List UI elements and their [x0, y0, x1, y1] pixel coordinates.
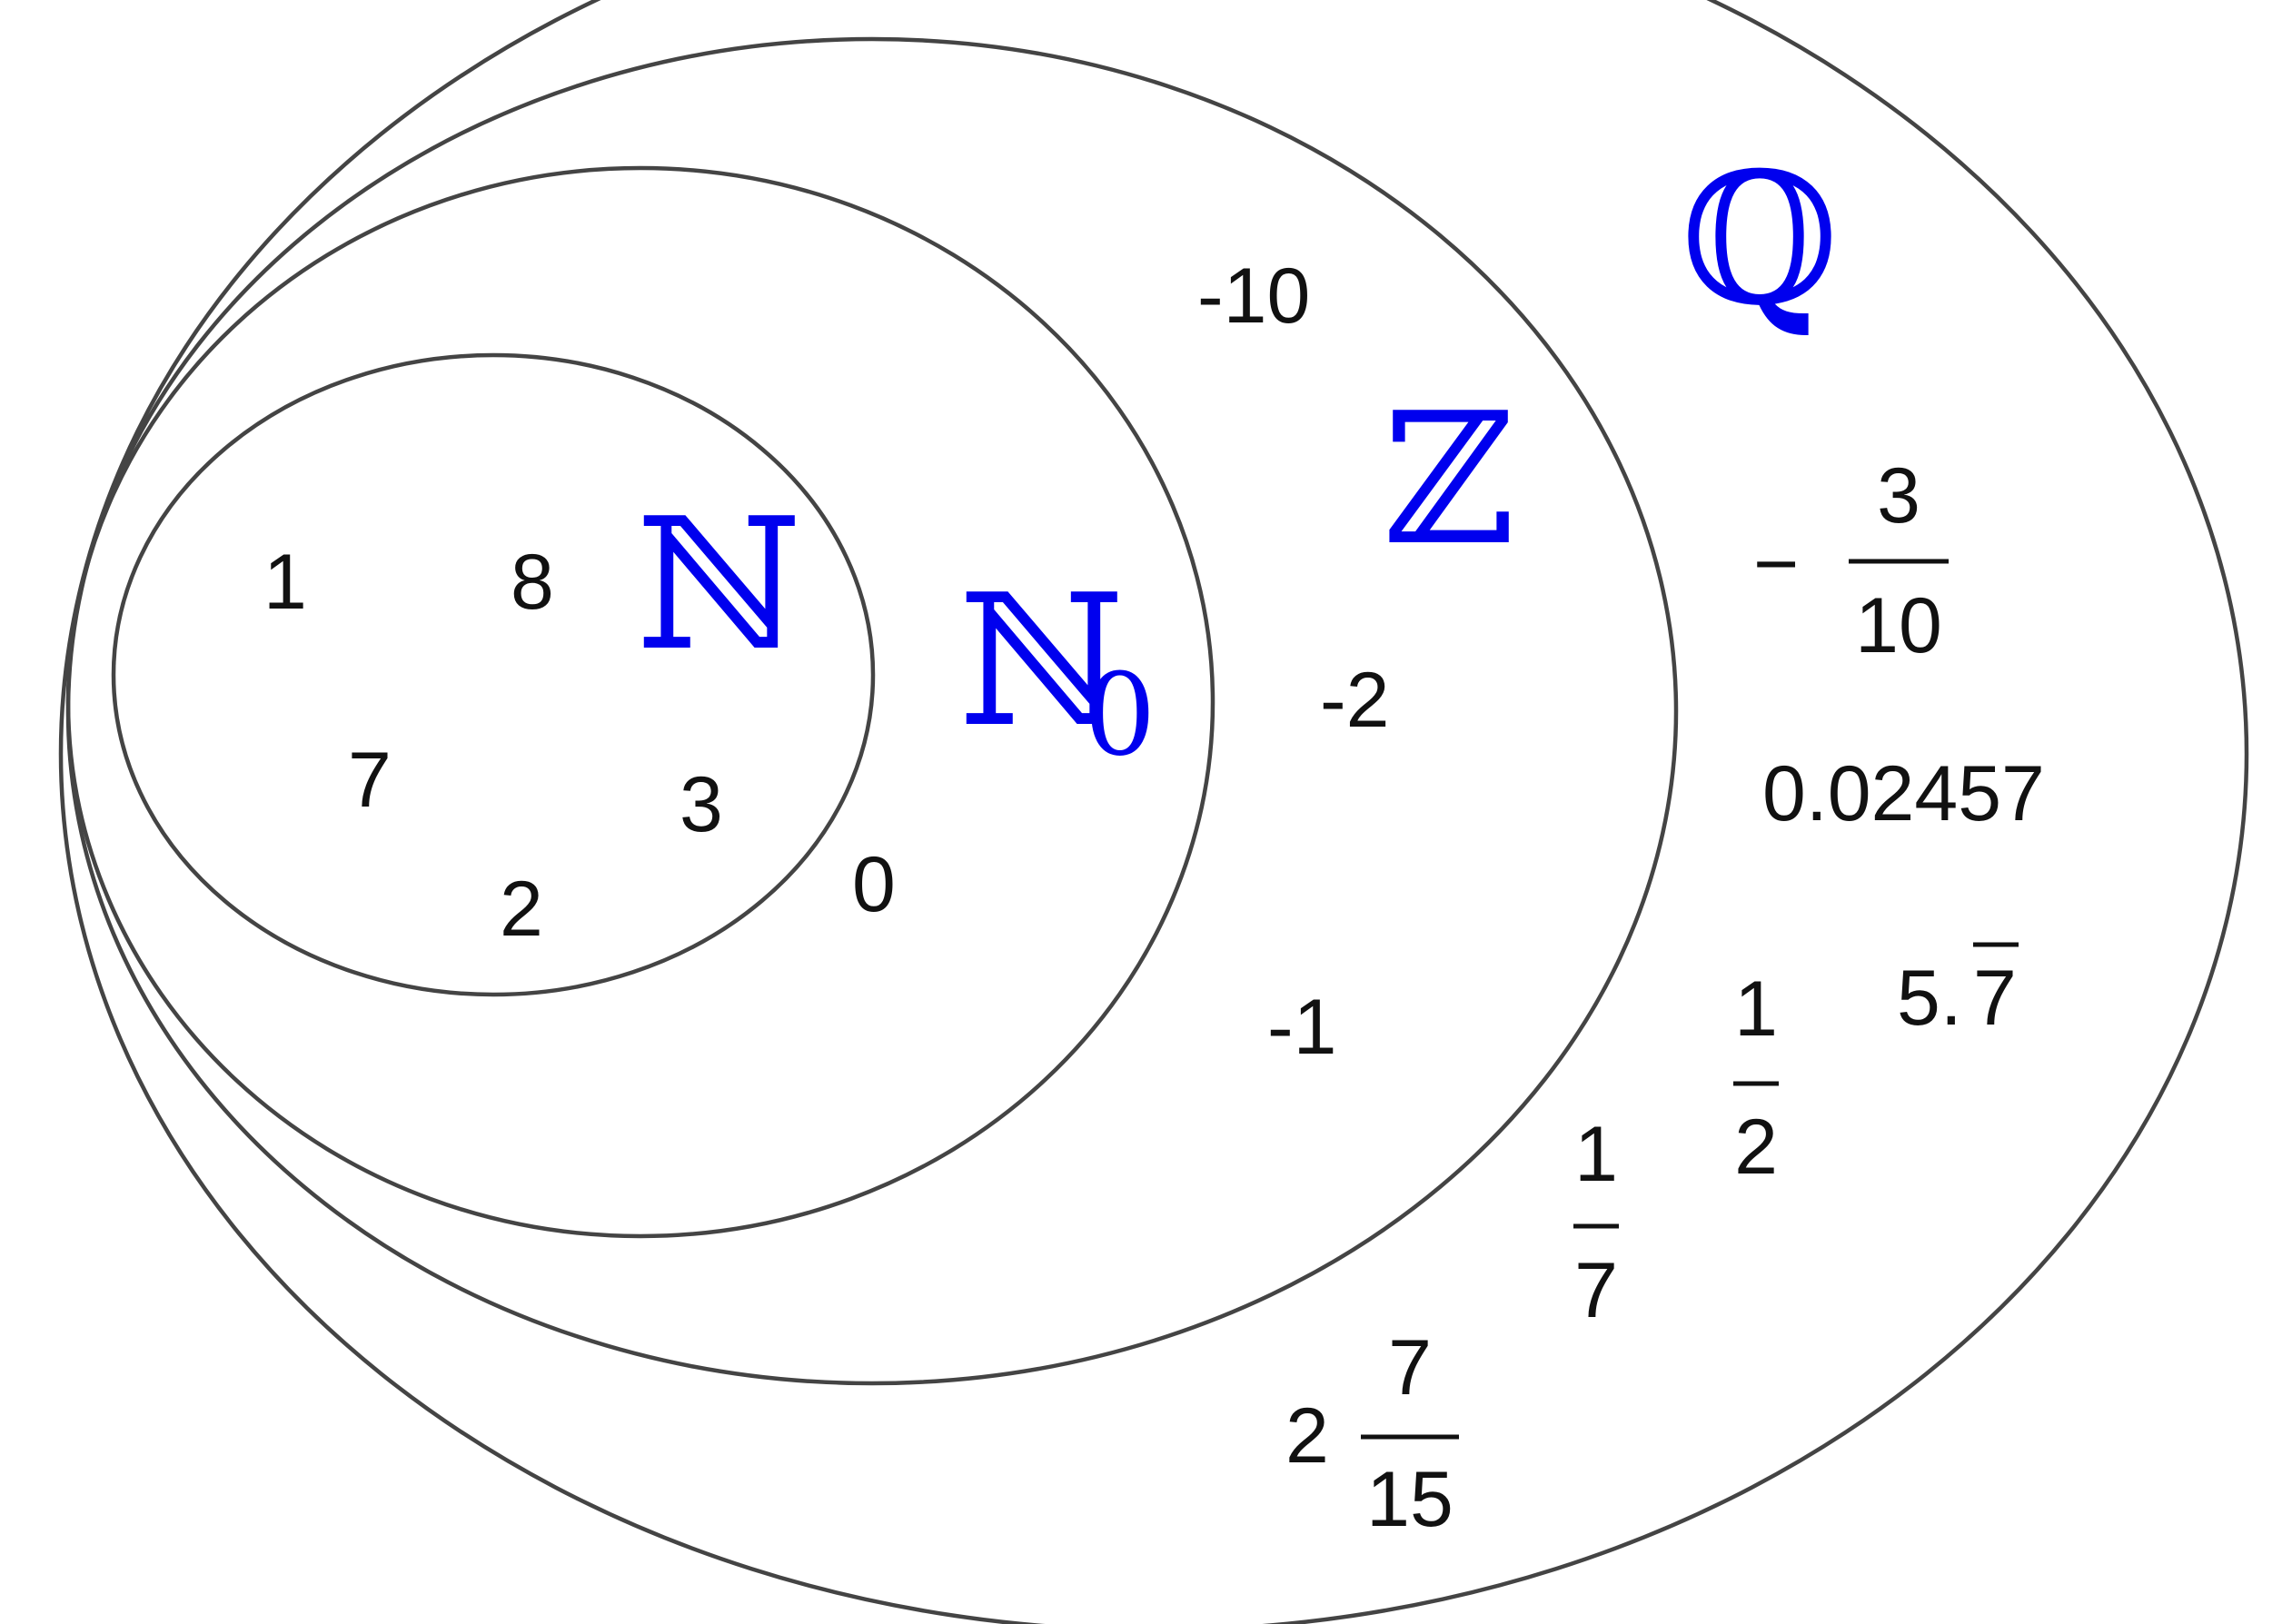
element-3: 3: [680, 761, 723, 848]
mixed-number-denominator: 15: [1366, 1456, 1454, 1543]
element-minus-1: -1: [1267, 984, 1336, 1071]
element-0: 0: [852, 841, 896, 928]
set-q-label: ℚ: [1681, 134, 1839, 346]
element-decimal: 0.02457: [1762, 750, 2045, 837]
set-n0-subscript: 0: [1084, 649, 1156, 781]
mixed-number-numerator: 7: [1388, 1324, 1432, 1411]
fraction-1-2-numerator: 1: [1734, 965, 1778, 1053]
fraction-1-7-denominator: 7: [1574, 1247, 1618, 1334]
repeating-decimal-prefix: 5.: [1897, 955, 1962, 1042]
set-n0-boundary: [65, 165, 1215, 1239]
set-z-label: ℤ: [1383, 374, 1515, 586]
fraction-1-2-denominator: 2: [1734, 1104, 1778, 1191]
fraction-neg-sign: −: [1753, 520, 1799, 608]
element-minus-2: -2: [1320, 657, 1389, 744]
mixed-number-whole: 2: [1285, 1392, 1329, 1480]
element-7: 7: [348, 737, 392, 824]
element-8: 8: [511, 539, 554, 626]
set-q-boundary: [59, 0, 2248, 1624]
set-n0-label: ℕ: [958, 556, 1125, 767]
fraction-1-7-numerator: 1: [1574, 1111, 1618, 1198]
element-1: 1: [263, 539, 307, 626]
fraction-3-10-numerator: 3: [1877, 452, 1920, 540]
set-n-boundary: [111, 352, 876, 997]
element-2: 2: [500, 866, 543, 953]
repeating-decimal-digit: 7: [1973, 955, 2017, 1042]
set-n-label: ℕ: [636, 480, 802, 691]
element-minus-10: -10: [1197, 253, 1310, 340]
fraction-3-10-denominator: 10: [1855, 582, 1942, 669]
